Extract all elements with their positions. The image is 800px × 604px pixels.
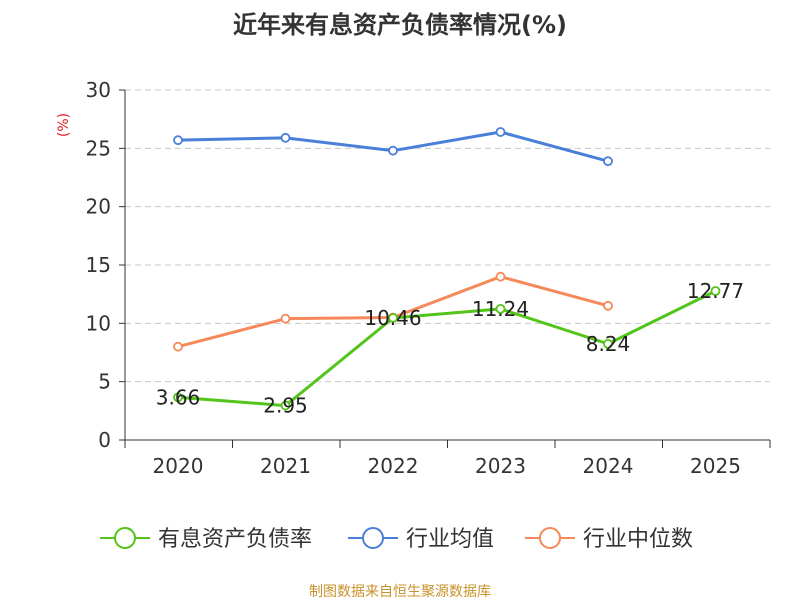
y-axis-label: (%) — [56, 113, 72, 137]
data-point — [388, 313, 398, 323]
x-tick-label: 2022 — [368, 454, 419, 478]
series-line — [177, 289, 717, 408]
legend-label: 有息资产负债率 — [158, 527, 312, 552]
legend-marker-icon — [362, 527, 384, 549]
series-lines — [173, 127, 721, 411]
data-point — [173, 341, 183, 352]
x-tick-label: 2024 — [583, 454, 634, 478]
y-tick-label: 10 — [86, 311, 111, 335]
legend-label: 行业均值 — [406, 527, 494, 552]
y-tick-label: 20 — [86, 195, 111, 219]
data-labels: 3.66 2.95 10.46 11.24 8.24 12.77 — [156, 279, 744, 418]
grid-lines — [125, 89, 770, 383]
chart-title: 近年来有息资产负债率情况(%) — [233, 11, 567, 39]
legend-marker-icon — [539, 527, 561, 549]
data-label: 12.77 — [687, 279, 744, 303]
data-point — [495, 303, 506, 314]
legend-item[interactable]: 行业中位数 — [525, 527, 693, 552]
data-point — [495, 127, 506, 137]
y-tick-label: 15 — [86, 253, 111, 277]
data-point — [710, 286, 721, 296]
data-point — [603, 338, 613, 349]
source-note: 制图数据来自恒生聚源数据库 — [309, 584, 491, 600]
x-tick-label: 2021 — [260, 454, 311, 478]
data-label: 10.46 — [364, 306, 421, 330]
y-tick-label: 0 — [98, 428, 111, 452]
data-point — [280, 132, 291, 143]
legend-label: 行业中位数 — [583, 527, 693, 552]
data-point — [280, 400, 291, 411]
y-tick-label: 5 — [98, 370, 111, 394]
y-tick-label: 25 — [86, 136, 111, 160]
x-tick-label: 2023 — [475, 454, 526, 478]
data-label: 2.95 — [263, 394, 308, 418]
data-point — [173, 392, 183, 403]
data-label: 8.24 — [586, 332, 631, 356]
data-point — [388, 145, 398, 156]
data-point — [603, 300, 613, 311]
data-point — [173, 135, 183, 146]
data-label: 11.24 — [472, 297, 529, 321]
legend-marker-icon — [114, 527, 136, 549]
x-tick-label: 2020 — [153, 454, 204, 478]
x-tick-label: 2025 — [690, 454, 741, 478]
legend: 有息资产负债率 行业均值 行业中位数 — [100, 527, 693, 552]
data-point — [495, 271, 506, 282]
y-tick-label: 30 — [86, 78, 111, 102]
data-point — [603, 156, 613, 167]
legend-item[interactable]: 行业均值 — [348, 527, 494, 552]
data-point — [280, 313, 291, 324]
data-label: 3.66 — [156, 385, 201, 409]
legend-item[interactable]: 有息资产负债率 — [100, 527, 312, 552]
